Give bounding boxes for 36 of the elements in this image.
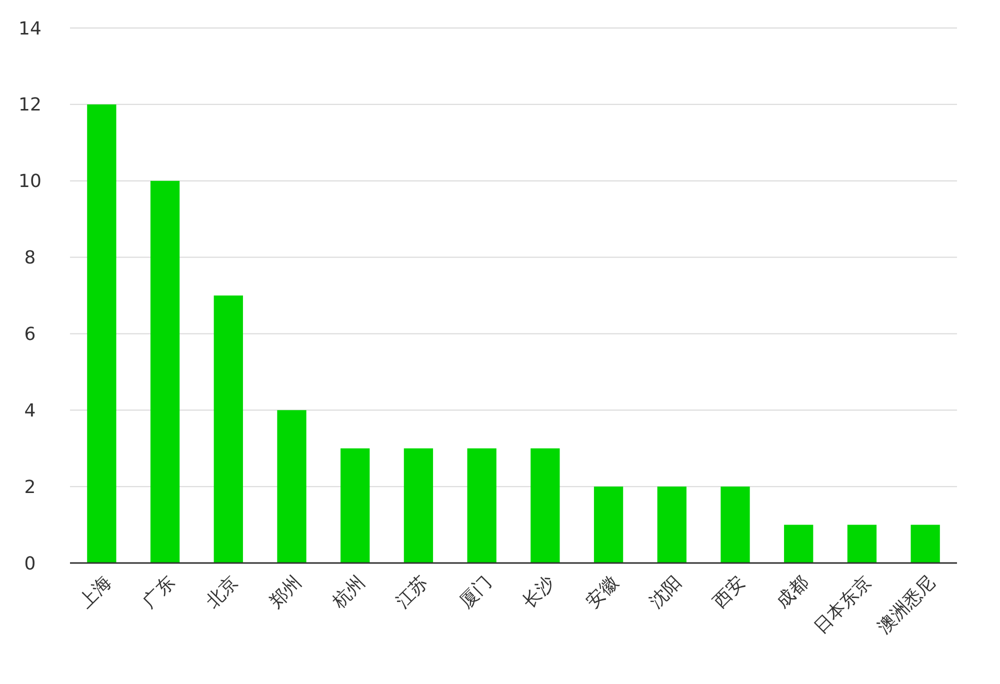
x-tick-label: 西安 [708,572,750,612]
bar [404,448,434,563]
bar [594,486,624,563]
y-tick-label: 10 [18,171,42,192]
y-tick-label: 14 [18,18,42,40]
y-tick-label: 2 [24,476,36,498]
x-tick-label: 安徽 [582,572,623,612]
bar [87,104,116,563]
x-tick-label: 江苏 [392,572,432,612]
y-tick-label: 12 [18,94,42,116]
bar [530,448,560,563]
bar [657,486,686,563]
x-tick-label: 澳洲悉尼 [874,572,940,638]
x-tick-label: 郑州 [265,572,306,612]
bar [910,524,940,563]
bar [214,296,243,563]
x-tick-label: 北京 [202,572,242,612]
bar [847,524,877,563]
x-tick-label: 日本东京 [810,572,876,638]
x-tick-label: 成都 [772,572,813,612]
x-tick-label: 沈阳 [646,572,686,612]
x-tick-label: 杭州 [328,572,370,614]
x-tick-label: 厦门 [456,572,496,612]
x-tick-label: 广东 [138,572,180,612]
y-tick-label: 8 [24,248,36,269]
y-tick-label: 0 [24,553,36,574]
x-tick-label: 长沙 [518,572,560,612]
x-tick-label: 上海 [75,572,116,612]
bar [784,524,814,563]
bar [150,180,180,563]
bar [467,448,496,563]
y-tick-label: 6 [24,324,36,346]
y-tick-label: 4 [24,400,36,422]
bar [277,410,306,563]
bar [340,448,370,563]
bar [720,486,750,563]
